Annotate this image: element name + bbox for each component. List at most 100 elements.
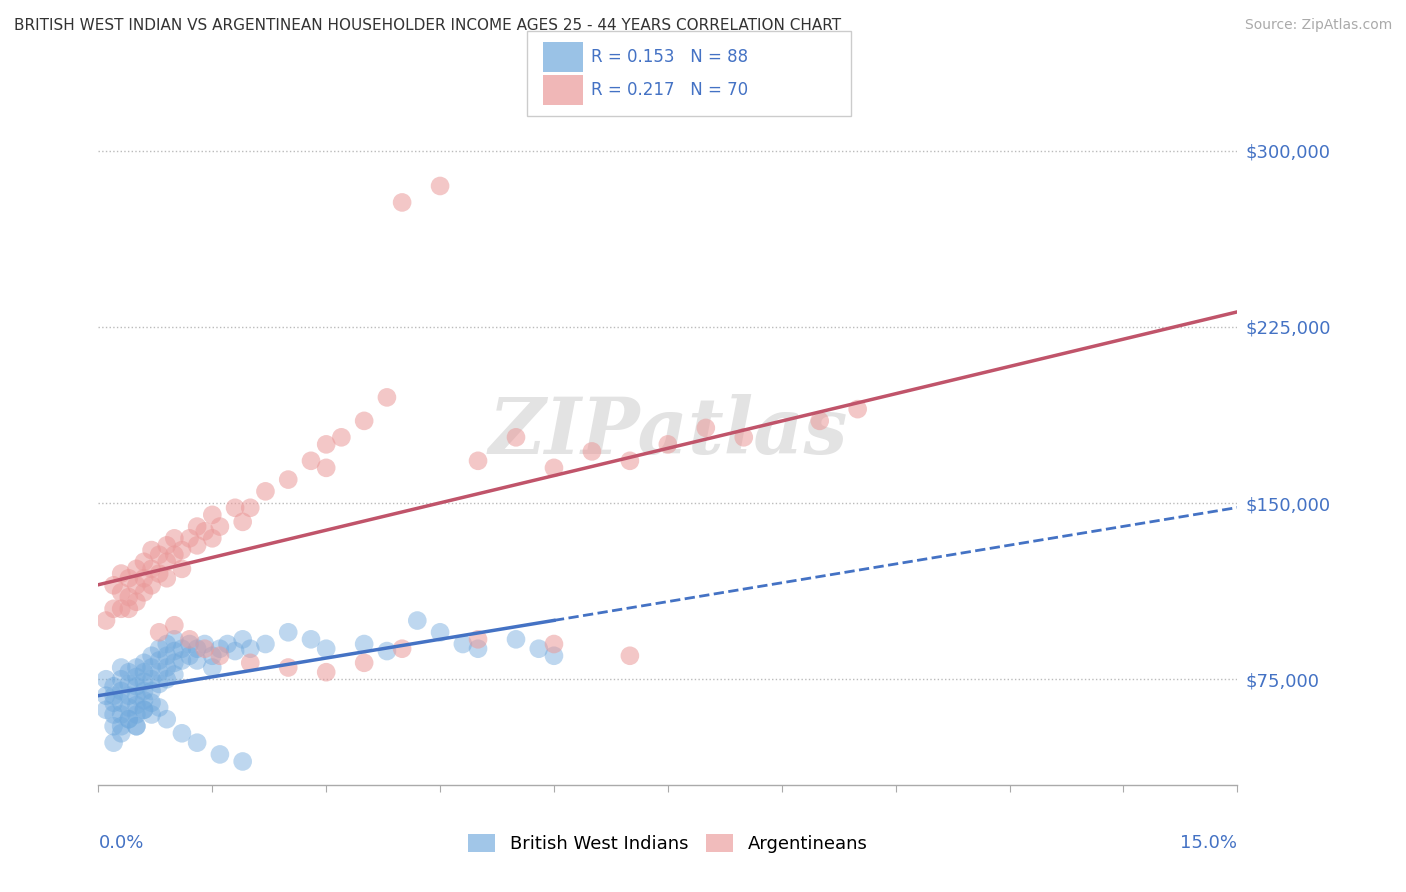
Point xyxy=(110,684,132,698)
Point xyxy=(94,673,117,687)
Point xyxy=(110,696,132,710)
Point xyxy=(118,689,141,703)
Point xyxy=(581,444,603,458)
Point xyxy=(406,614,429,628)
Point xyxy=(315,665,337,680)
Point xyxy=(132,555,155,569)
Point xyxy=(543,648,565,663)
Point xyxy=(315,460,337,475)
Point xyxy=(118,700,141,714)
Point xyxy=(118,601,141,615)
Point xyxy=(110,726,132,740)
Point xyxy=(277,473,299,487)
Point xyxy=(194,641,217,656)
Point xyxy=(125,578,148,592)
Point xyxy=(846,402,869,417)
Point xyxy=(186,538,208,552)
Point xyxy=(186,519,208,533)
Point xyxy=(141,673,163,687)
Point xyxy=(132,665,155,680)
Point xyxy=(277,625,299,640)
Point xyxy=(132,703,155,717)
Point xyxy=(353,637,375,651)
Point xyxy=(201,648,224,663)
Point xyxy=(315,641,337,656)
Point xyxy=(429,178,451,193)
Point xyxy=(103,578,125,592)
Point xyxy=(543,637,565,651)
Point xyxy=(277,660,299,674)
Point xyxy=(163,531,186,545)
Text: Source: ZipAtlas.com: Source: ZipAtlas.com xyxy=(1244,18,1392,32)
Point xyxy=(163,644,186,658)
Text: R = 0.217   N = 70: R = 0.217 N = 70 xyxy=(591,81,748,99)
Point xyxy=(148,625,170,640)
Text: 15.0%: 15.0% xyxy=(1180,834,1237,852)
Point xyxy=(125,719,148,733)
Point xyxy=(299,454,322,468)
Point xyxy=(429,625,451,640)
Point xyxy=(619,454,641,468)
Point xyxy=(527,641,550,656)
Point xyxy=(170,641,193,656)
Point xyxy=(330,430,353,444)
Point xyxy=(110,673,132,687)
Point xyxy=(467,454,489,468)
Point xyxy=(141,684,163,698)
Point xyxy=(505,430,527,444)
Text: 0.0%: 0.0% xyxy=(98,834,143,852)
Point xyxy=(110,566,132,581)
Point xyxy=(170,726,193,740)
Point xyxy=(103,719,125,733)
Point xyxy=(141,696,163,710)
Point xyxy=(467,632,489,647)
Point xyxy=(239,641,262,656)
Point xyxy=(148,677,170,691)
Point xyxy=(125,679,148,693)
Point xyxy=(132,674,155,689)
Point xyxy=(132,684,155,698)
Point xyxy=(179,531,201,545)
Point xyxy=(201,660,224,674)
Point xyxy=(141,648,163,663)
Point xyxy=(118,590,141,604)
Point xyxy=(232,755,254,769)
Point xyxy=(103,736,125,750)
Point xyxy=(132,656,155,670)
Point xyxy=(163,656,186,670)
Point xyxy=(208,747,231,762)
Point xyxy=(148,665,170,680)
Point xyxy=(232,632,254,647)
Point xyxy=(208,519,231,533)
Text: BRITISH WEST INDIAN VS ARGENTINEAN HOUSEHOLDER INCOME AGES 25 - 44 YEARS CORRELA: BRITISH WEST INDIAN VS ARGENTINEAN HOUSE… xyxy=(14,18,841,33)
Point xyxy=(254,484,277,499)
Point xyxy=(125,660,148,674)
Point xyxy=(141,562,163,576)
Point xyxy=(232,515,254,529)
Text: ZIPatlas: ZIPatlas xyxy=(488,394,848,471)
Point xyxy=(156,648,179,663)
Point xyxy=(132,703,155,717)
Point xyxy=(201,508,224,522)
Point xyxy=(125,670,148,684)
Point xyxy=(118,712,141,726)
Point xyxy=(163,667,186,681)
Point xyxy=(170,543,193,558)
Point xyxy=(657,437,679,451)
Point xyxy=(94,689,117,703)
Point xyxy=(194,637,217,651)
Point xyxy=(103,679,125,693)
Point xyxy=(375,644,398,658)
Point xyxy=(156,673,179,687)
Point xyxy=(186,653,208,667)
Point xyxy=(808,414,831,428)
Point xyxy=(156,571,179,585)
Point xyxy=(148,700,170,714)
Point xyxy=(543,460,565,475)
Point xyxy=(156,637,179,651)
Point xyxy=(125,595,148,609)
Point xyxy=(299,632,322,647)
Point xyxy=(170,653,193,667)
Point xyxy=(239,656,262,670)
Text: R = 0.153   N = 88: R = 0.153 N = 88 xyxy=(591,48,748,66)
